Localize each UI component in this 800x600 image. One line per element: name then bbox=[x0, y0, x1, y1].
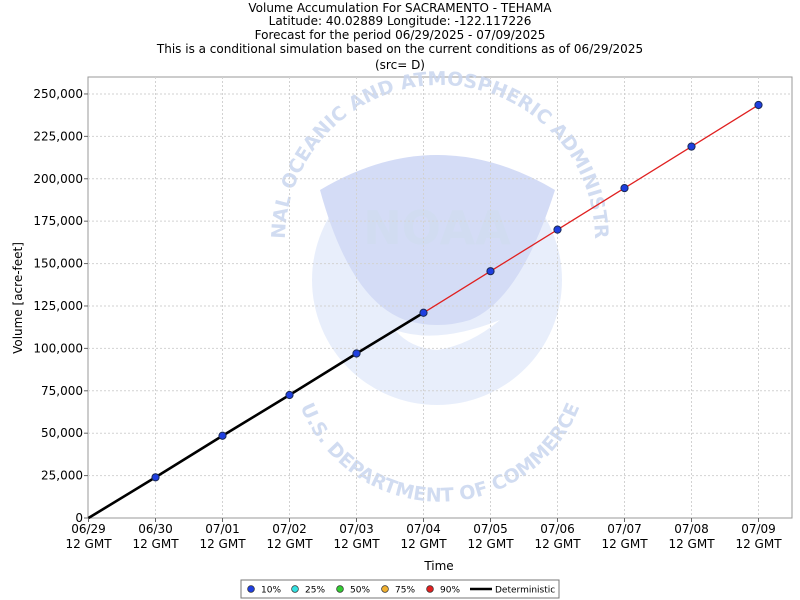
legend-box bbox=[240, 579, 560, 599]
x-tick-time-label: 12 GMT bbox=[668, 537, 715, 551]
legend-label-25: 25% bbox=[305, 586, 325, 596]
y-tick-label: 200,000 bbox=[33, 172, 83, 186]
legend-marker-25 bbox=[291, 585, 299, 593]
noaa-logo-text: NOAA bbox=[363, 201, 511, 255]
x-tick-date-label: 06/29 bbox=[71, 522, 106, 536]
x-tick-time-label: 12 GMT bbox=[333, 537, 380, 551]
series-line-90pct bbox=[423, 104, 759, 314]
series-point-10pct bbox=[352, 349, 361, 358]
x-tick-date-label: 06/30 bbox=[138, 522, 173, 536]
title-line-3: Forecast for the period 06/29/2025 - 07/… bbox=[255, 28, 546, 42]
x-tick-date-label: 07/06 bbox=[540, 522, 575, 536]
series-point-10pct bbox=[151, 473, 160, 482]
title-line-4: This is a conditional simulation based o… bbox=[156, 42, 643, 56]
x-tick-time-label: 12 GMT bbox=[132, 537, 179, 551]
y-tick-label: 225,000 bbox=[33, 129, 83, 143]
x-tick-time-label: 12 GMT bbox=[65, 537, 112, 551]
series-line-deterministic bbox=[87, 311, 425, 520]
series-layer bbox=[87, 104, 759, 520]
noaa-seal-bird bbox=[320, 155, 555, 325]
legend-label-10: 10% bbox=[261, 586, 281, 596]
title-line-5: (src= D) bbox=[375, 58, 425, 72]
x-tick-time-label: 12 GMT bbox=[467, 537, 514, 551]
x-tick-time-label: 12 GMT bbox=[400, 537, 447, 551]
legend-label-deterministic: Deterministic bbox=[495, 586, 555, 596]
legend-label-75: 75% bbox=[395, 586, 415, 596]
y-axis: 0 25,000 50,000 75,000 100,000 125,000 150,000… bbox=[33, 87, 88, 525]
marker-layer bbox=[151, 100, 763, 482]
series-point-10pct bbox=[687, 142, 696, 151]
x-tick-time-label: 12 GMT bbox=[601, 537, 648, 551]
title-line-1: Volume Accumulation For SACRAMENTO - TEH… bbox=[248, 1, 552, 15]
y-tick-label: 150,000 bbox=[33, 257, 83, 271]
x-tick-date-label: 07/08 bbox=[674, 522, 709, 536]
series-point-10pct bbox=[754, 100, 763, 110]
x-tick-date-label: 07/02 bbox=[272, 522, 307, 536]
x-tick-date-label: 07/03 bbox=[339, 522, 374, 536]
legend-label-50: 50% bbox=[350, 586, 370, 596]
series-point-10pct bbox=[419, 308, 428, 317]
x-tick-date-label: 07/04 bbox=[406, 522, 441, 536]
legend-marker-75 bbox=[381, 585, 389, 593]
y-tick-label: 75,000 bbox=[41, 384, 83, 398]
series-point-10pct bbox=[486, 267, 495, 276]
x-tick-time-label: 12 GMT bbox=[266, 537, 313, 551]
y-tick-label: 250,000 bbox=[33, 87, 83, 101]
y-tick-label: 50,000 bbox=[41, 426, 83, 440]
y-tick-label: 25,000 bbox=[41, 469, 83, 483]
x-tick-time-label: 12 GMT bbox=[534, 537, 581, 551]
x-tick-time-label: 12 GMT bbox=[735, 537, 782, 551]
legend-marker-50 bbox=[336, 585, 344, 593]
y-tick-label: 100,000 bbox=[33, 341, 83, 355]
legend-marker-90 bbox=[426, 585, 434, 593]
title-line-2: Latitude: 40.02889 Longitude: -122.11722… bbox=[269, 14, 532, 28]
series-point-10pct bbox=[620, 183, 629, 193]
x-tick-date-label: 07/05 bbox=[473, 522, 508, 536]
series-point-10pct bbox=[285, 390, 294, 400]
legend-marker-10 bbox=[247, 585, 255, 593]
x-tick-date-label: 07/01 bbox=[205, 522, 240, 536]
x-axis-title: Time bbox=[423, 559, 453, 573]
x-tick-date-label: 07/09 bbox=[741, 522, 776, 536]
x-tick-date-label: 07/07 bbox=[607, 522, 642, 536]
x-tick-time-label: 12 GMT bbox=[199, 537, 246, 551]
legend-label-90: 90% bbox=[440, 586, 460, 596]
series-point-10pct bbox=[553, 225, 562, 234]
legend: 10% 25% 50% 75% 90% Deterministic bbox=[240, 579, 560, 599]
series-point-10pct bbox=[218, 431, 227, 440]
y-axis-title: Volume [acre-feet] bbox=[11, 242, 25, 354]
grid-lines bbox=[88, 77, 792, 518]
chart-title: Volume Accumulation For SACRAMENTO - TEH… bbox=[156, 1, 643, 72]
y-tick-label: 0 bbox=[75, 511, 83, 525]
noaa-seal-wave bbox=[395, 320, 500, 350]
y-tick-label: 125,000 bbox=[33, 299, 83, 313]
y-tick-label: 175,000 bbox=[33, 214, 83, 228]
